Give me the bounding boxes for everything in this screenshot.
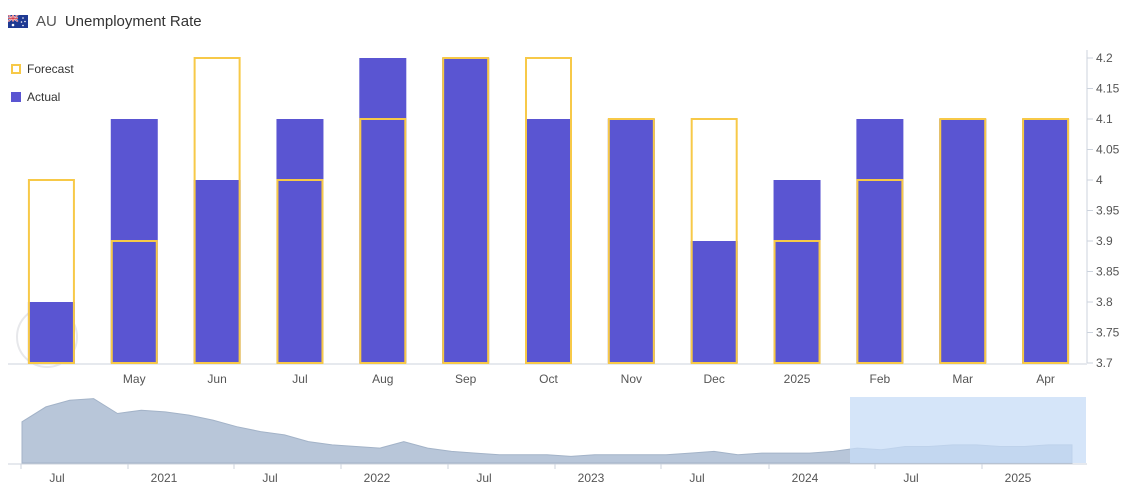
legend: Forecast Actual <box>11 62 74 118</box>
actual-bar[interactable] <box>607 119 655 363</box>
legend-label-forecast: Forecast <box>27 62 74 76</box>
navigator-tick-label: 2025 <box>1005 471 1032 485</box>
navigator-tick-label: Jul <box>903 471 918 485</box>
navigator-selection[interactable] <box>850 397 1086 463</box>
forecast-bar[interactable] <box>276 179 324 364</box>
x-tick-label: Mar <box>952 372 973 386</box>
y-tick-label: 4.05 <box>1096 143 1120 157</box>
navigator-tick-label: 2021 <box>151 471 178 485</box>
forecast-bar[interactable] <box>442 57 490 364</box>
x-tick-label: Sep <box>455 372 477 386</box>
navigator-tick-label: 2024 <box>792 471 819 485</box>
forecast-bar[interactable] <box>607 118 655 364</box>
forecast-bar[interactable] <box>359 118 407 364</box>
x-tick-label: Jun <box>207 372 226 386</box>
y-tick-label: 3.7 <box>1096 356 1113 370</box>
forecast-bar[interactable] <box>110 240 158 364</box>
actual-bar[interactable] <box>939 119 987 363</box>
x-tick-label: Oct <box>539 372 558 386</box>
navigator-tick-label: 2022 <box>364 471 391 485</box>
x-tick-label: Dec <box>704 372 725 386</box>
y-tick-label: 3.85 <box>1096 265 1120 279</box>
australia-flag-icon <box>8 14 28 28</box>
y-tick-label: 3.75 <box>1096 326 1120 340</box>
legend-item-actual[interactable]: Actual <box>11 90 74 104</box>
forecast-bar[interactable] <box>525 57 572 364</box>
x-tick-label: Apr <box>1036 372 1055 386</box>
actual-bar[interactable] <box>773 180 821 363</box>
legend-label-actual: Actual <box>27 90 61 104</box>
navigator-tick-label: 2023 <box>578 471 605 485</box>
actual-bar[interactable] <box>359 58 407 363</box>
navigator-tick-label: Jul <box>476 471 491 485</box>
x-tick-label: May <box>123 372 146 386</box>
actual-bar[interactable] <box>525 119 572 363</box>
x-tick-label: Aug <box>372 372 393 386</box>
actual-bar[interactable] <box>856 119 904 363</box>
x-tick-label: Feb <box>870 372 891 386</box>
forecast-bar[interactable] <box>690 118 738 364</box>
y-tick-label: 4.2 <box>1096 51 1113 65</box>
country-code: AU <box>36 12 57 30</box>
y-tick-label: 4 <box>1096 173 1103 187</box>
y-tick-label: 3.95 <box>1096 204 1120 218</box>
navigator-tick-label: Jul <box>49 471 64 485</box>
forecast-bar[interactable] <box>856 179 904 364</box>
forecast-swatch <box>11 64 21 74</box>
y-tick-label: 3.9 <box>1096 234 1113 248</box>
navigator-tick-label: Jul <box>689 471 704 485</box>
forecast-bar[interactable] <box>193 57 241 364</box>
x-tick-label: Nov <box>621 372 642 386</box>
y-tick-label: 4.15 <box>1096 82 1120 96</box>
actual-bar[interactable] <box>1022 119 1070 363</box>
actual-bar[interactable] <box>193 180 241 363</box>
actual-bar[interactable] <box>442 58 490 363</box>
legend-item-forecast[interactable]: Forecast <box>11 62 74 76</box>
x-tick-label: 2025 <box>784 372 811 386</box>
y-tick-label: 3.8 <box>1096 295 1113 309</box>
x-tick-label: Jul <box>292 372 307 386</box>
chart-header: AU Unemployment Rate <box>8 10 202 32</box>
navigator-tick-label: Jul <box>262 471 277 485</box>
actual-bar[interactable] <box>276 119 324 363</box>
chart-title: Unemployment Rate <box>64 12 202 30</box>
actual-bar[interactable] <box>27 302 75 363</box>
forecast-bar[interactable] <box>27 179 75 364</box>
forecast-bar[interactable] <box>773 240 821 364</box>
forecast-bar[interactable] <box>1022 118 1070 364</box>
actual-bar[interactable] <box>690 241 738 363</box>
forecast-bar[interactable] <box>939 118 987 364</box>
y-tick-label: 4.1 <box>1096 112 1113 126</box>
actual-swatch <box>11 92 21 102</box>
